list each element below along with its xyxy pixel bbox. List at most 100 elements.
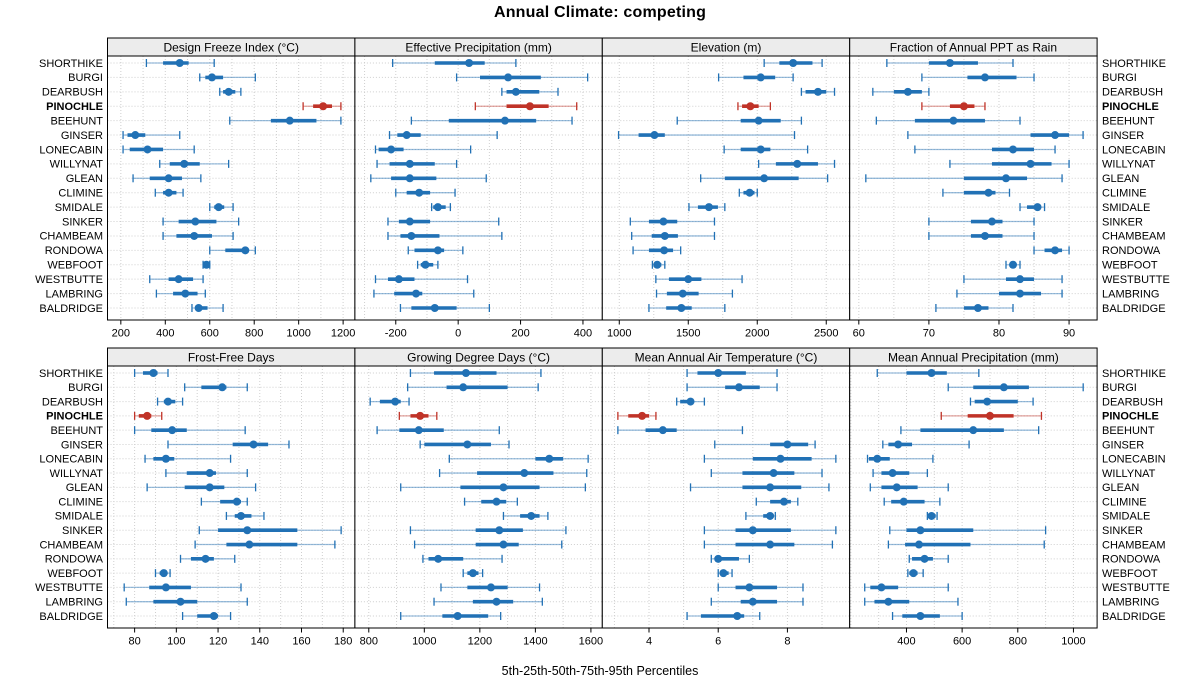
series-willynat (165, 469, 248, 478)
plot-title: Annual Climate: competing (493, 4, 707, 21)
series-lambring (956, 289, 1063, 298)
series-baldridge (648, 304, 726, 312)
series-ginser (388, 131, 498, 140)
median-dot (650, 131, 659, 140)
median-dot (207, 73, 216, 82)
series-beehunt (875, 116, 1021, 125)
series-rondowa (209, 246, 256, 255)
median-dot (205, 469, 214, 478)
median-dot (486, 583, 495, 592)
median-dot (1033, 203, 1042, 212)
series-rondowa (908, 554, 949, 563)
station-label-left-glean: GLEAN (66, 482, 103, 494)
series-willynat (159, 159, 230, 168)
series-climine (883, 497, 941, 506)
series-pinochle (398, 411, 438, 420)
series-webfoot (416, 260, 439, 269)
median-dot (776, 454, 785, 463)
series-beehunt (676, 116, 803, 125)
median-dot (660, 246, 669, 255)
series-willynat (438, 469, 588, 478)
series-sinker (703, 526, 837, 535)
median-dot (520, 469, 529, 478)
series-lonecabin (374, 145, 472, 154)
median-dot (999, 383, 1008, 392)
series-dearbush (872, 87, 930, 96)
series-glean (146, 483, 257, 492)
station-label-left-westbutte: WESTBUTTE (35, 582, 103, 594)
median-dot (969, 426, 978, 435)
median-dot (161, 454, 170, 463)
series-sinker (409, 526, 567, 535)
series-webfoot (1005, 260, 1021, 269)
series-climine (738, 188, 758, 197)
panel-fraction-of-annual-ppt-as-rain: Fraction of Annual PPT as Rain 60 70 80 90 (849, 37, 1098, 340)
median-dot (877, 583, 886, 592)
series-rondowa (407, 246, 464, 255)
series-smidale (209, 203, 234, 212)
station-label-left-dearbush: DEARBUSH (42, 87, 103, 99)
axis-tick-label: 2500 (814, 328, 838, 340)
series-ginser (167, 440, 290, 449)
median-dot (1001, 174, 1010, 183)
station-label-left-lonecabin: LONECABIN (39, 454, 103, 466)
median-dot (1016, 275, 1025, 284)
axis-tick-label: 70 (923, 328, 935, 340)
station-label-right-beehunt: BEEHUNT (1102, 425, 1155, 437)
station-label-left-sinker: SINKER (62, 216, 103, 228)
median-dot (433, 203, 442, 212)
series-glean (700, 174, 829, 183)
series-lonecabin (448, 454, 589, 463)
median-dot (194, 304, 203, 312)
axis-tick-label: 800 (1009, 636, 1027, 648)
station-label-right-smidale: SMIDALE (1102, 202, 1150, 214)
station-label-right-rondowa: RONDOWA (1102, 554, 1161, 566)
median-dot (748, 597, 757, 606)
station-label-left-beehunt: BEEHUNT (50, 425, 103, 437)
series-burgi (407, 383, 539, 392)
median-dot (734, 383, 743, 392)
axis-tick-label: 160 (292, 636, 310, 648)
median-dot (430, 304, 439, 312)
axis-tick-label: 1400 (523, 636, 547, 648)
median-dot (319, 102, 328, 111)
median-dot (405, 174, 414, 183)
series-dearbush (369, 397, 410, 406)
median-dot (407, 231, 416, 240)
median-dot (927, 511, 936, 520)
series-willynat (949, 159, 1070, 168)
axis-tick-label: 600 (953, 636, 971, 648)
series-dearbush (676, 397, 706, 406)
median-dot (916, 612, 925, 620)
station-label-left-westbutte: WESTBUTTE (35, 274, 103, 286)
median-dot (245, 540, 254, 549)
panel-growing-degree-days-c: Growing Degree Days (°C) 800 1000 1200 1400 1… (354, 347, 603, 648)
series-dearbush (969, 397, 1034, 406)
axis-tick-label: 60 (853, 328, 865, 340)
median-dot (985, 411, 994, 420)
series-westbutte (374, 275, 469, 284)
series-glean (865, 174, 1063, 183)
station-label-right-chambeam: CHAMBEAM (1102, 539, 1166, 551)
median-dot (415, 188, 424, 197)
series-burgi (686, 383, 778, 392)
series-beehunt (229, 116, 342, 125)
series-shorthike (763, 59, 823, 67)
median-dot (916, 526, 925, 535)
station-label-left-willynat: WILLYNAT (50, 159, 104, 171)
median-dot (945, 59, 954, 67)
panel-background (849, 56, 1098, 320)
series-shorthike (886, 59, 1014, 67)
median-dot (468, 569, 477, 578)
series-lonecabin (122, 145, 195, 154)
median-dot (783, 440, 792, 449)
median-dot (909, 569, 918, 578)
median-dot (760, 174, 769, 183)
axis-tick-label: 2000 (745, 328, 769, 340)
series-pinochle (617, 411, 657, 420)
series-smidale (225, 511, 265, 520)
axis-tick-label: 800 (245, 328, 263, 340)
median-dot (416, 411, 425, 420)
